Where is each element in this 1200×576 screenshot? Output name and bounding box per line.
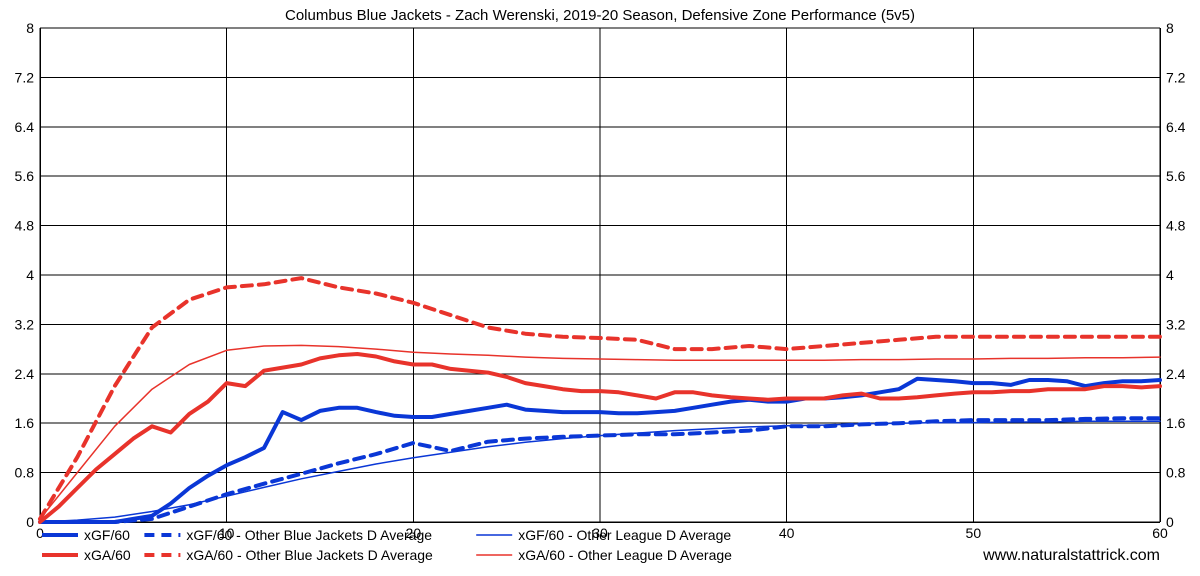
ytick-right: 0.8 [1166,465,1186,481]
ytick-left: 4.8 [15,218,35,234]
ytick-left: 4 [26,267,34,283]
xtick: 40 [779,525,795,541]
legend-label: xGF/60 - Other Blue Jackets D Average [186,527,432,543]
legend-label: xGF/60 - Other League D Average [518,527,731,543]
ytick-right: 3.2 [1166,316,1186,332]
ytick-left: 0.8 [15,465,35,481]
ytick-left: 5.6 [15,168,35,184]
ytick-left: 3.2 [15,316,35,332]
xtick: 50 [966,525,982,541]
ytick-left: 7.2 [15,69,35,85]
watermark: www.naturalstattrick.com [982,547,1160,564]
ytick-right: 5.6 [1166,168,1186,184]
ytick-left: 1.6 [15,415,35,431]
chart-svg: 000.80.81.61.62.42.43.23.2444.84.85.65.6… [0,0,1200,576]
ytick-left: 2.4 [15,366,35,382]
ytick-left: 0 [26,514,34,530]
legend-label: xGA/60 - Other League D Average [518,547,732,563]
legend-label: xGA/60 [84,547,131,563]
ytick-right: 2.4 [1166,366,1186,382]
ytick-left: 8 [26,20,34,36]
ytick-right: 4.8 [1166,218,1186,234]
xtick: 60 [1152,525,1168,541]
ytick-right: 6.4 [1166,119,1186,135]
ytick-right: 4 [1166,267,1174,283]
ytick-left: 6.4 [15,119,35,135]
legend-label: xGA/60 - Other Blue Jackets D Average [186,547,433,563]
legend-label: xGF/60 [84,527,130,543]
ytick-right: 1.6 [1166,415,1186,431]
ytick-right: 7.2 [1166,69,1186,85]
chart-title: Columbus Blue Jackets - Zach Werenski, 2… [285,7,915,24]
ytick-right: 8 [1166,20,1174,36]
chart-container: 000.80.81.61.62.42.43.23.2444.84.85.65.6… [0,0,1200,576]
